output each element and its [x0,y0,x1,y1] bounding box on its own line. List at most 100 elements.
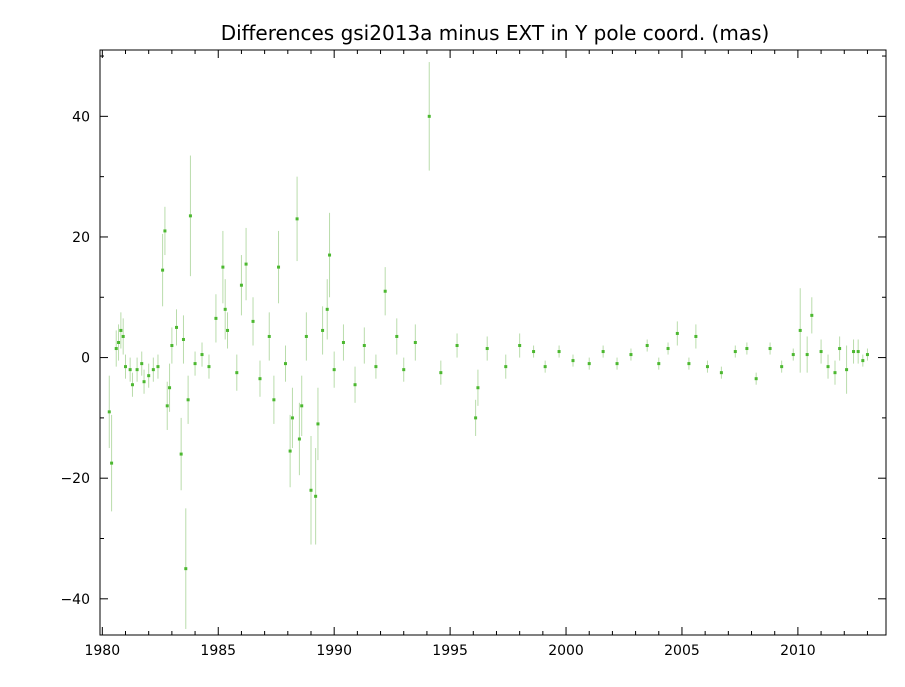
data-point [705,365,709,369]
axes: 1980 1985 1990 1995 2000 2005 2010 −40 −20 0 20 40 [60,50,886,659]
data-point [121,334,125,338]
data-point [455,344,459,348]
data-point [170,344,174,348]
y-tick-label: −20 [60,471,90,487]
data-point [325,307,329,311]
data-point [200,353,204,357]
data-point [474,416,478,420]
data-point [395,334,399,338]
data-point [805,353,809,357]
data-point [645,344,649,348]
x-tick-label: 1980 [84,643,120,659]
data-point [258,377,262,381]
data-point [341,341,345,344]
y-tick-label: −40 [60,592,90,608]
y-tick-label: 0 [81,351,90,367]
data-point [283,362,287,366]
data-point [845,368,849,372]
data-point [861,359,865,363]
data-point [235,371,239,375]
x-tick-label: 2010 [780,643,816,659]
data-point [128,368,132,372]
data-point [179,452,183,456]
data-point [193,362,197,366]
data-point [819,350,823,354]
data-point [165,404,169,408]
data-point [852,350,856,354]
data-point [687,362,691,366]
data-point [754,377,758,381]
data-point [297,437,301,441]
data-point [188,214,192,218]
data-point [733,350,737,354]
data-point [288,449,292,453]
data-point [244,262,248,266]
data-point [791,353,795,357]
data-point [810,313,814,317]
x-tick-label: 2005 [664,643,700,659]
data-point [175,325,179,329]
data-point [223,307,227,311]
data-point [518,344,522,348]
x-tick-label: 1985 [200,643,236,659]
data-point [304,334,308,338]
data-point [694,334,698,338]
data-point [865,353,869,357]
data-point [130,383,134,387]
data-point [374,365,378,369]
data-point [615,362,619,366]
data-point [142,380,146,384]
data-point [267,334,271,338]
data-point [226,328,230,332]
data-point [251,319,255,323]
data-point [532,350,536,354]
data-point [666,347,670,351]
data-point [119,328,123,332]
data-point [147,374,151,378]
data-point [838,347,842,351]
data-point [557,350,561,354]
data-point [181,337,185,341]
data-point [571,359,575,363]
data-point [402,368,406,372]
data-point [161,268,165,272]
data-point [186,398,190,402]
data-point [780,365,784,369]
data-point [629,353,633,357]
data-point [476,386,480,390]
data-point [184,567,188,571]
data-point [140,362,144,366]
data-point [587,362,591,366]
data-point [107,410,111,414]
chart-title: Differences gsi2013a minus EXT in Y pole… [221,21,770,45]
data-point [383,289,387,293]
data-point [207,365,211,369]
data-point [657,362,661,366]
data-point [856,350,860,354]
data-point [314,494,318,498]
data-point [332,368,336,372]
x-tick-label: 2000 [548,643,584,659]
data-point [290,416,294,420]
plot-frame [99,49,887,636]
data-point [135,368,139,372]
y-tick-label: 40 [72,109,90,125]
error-bar-group [108,62,868,629]
data-point [309,488,313,492]
data-point [272,398,276,402]
data-point [427,114,431,118]
data-point [221,265,225,269]
data-point [300,404,304,408]
data-point [719,371,723,375]
data-point [504,365,508,369]
data-point [353,383,357,387]
y-tick-label: 20 [72,230,90,246]
data-point [214,316,218,320]
data-point [295,217,299,221]
data-point [798,328,802,332]
data-point [114,347,118,351]
data-point [745,347,749,351]
data-point [601,350,605,354]
data-point [768,347,772,351]
